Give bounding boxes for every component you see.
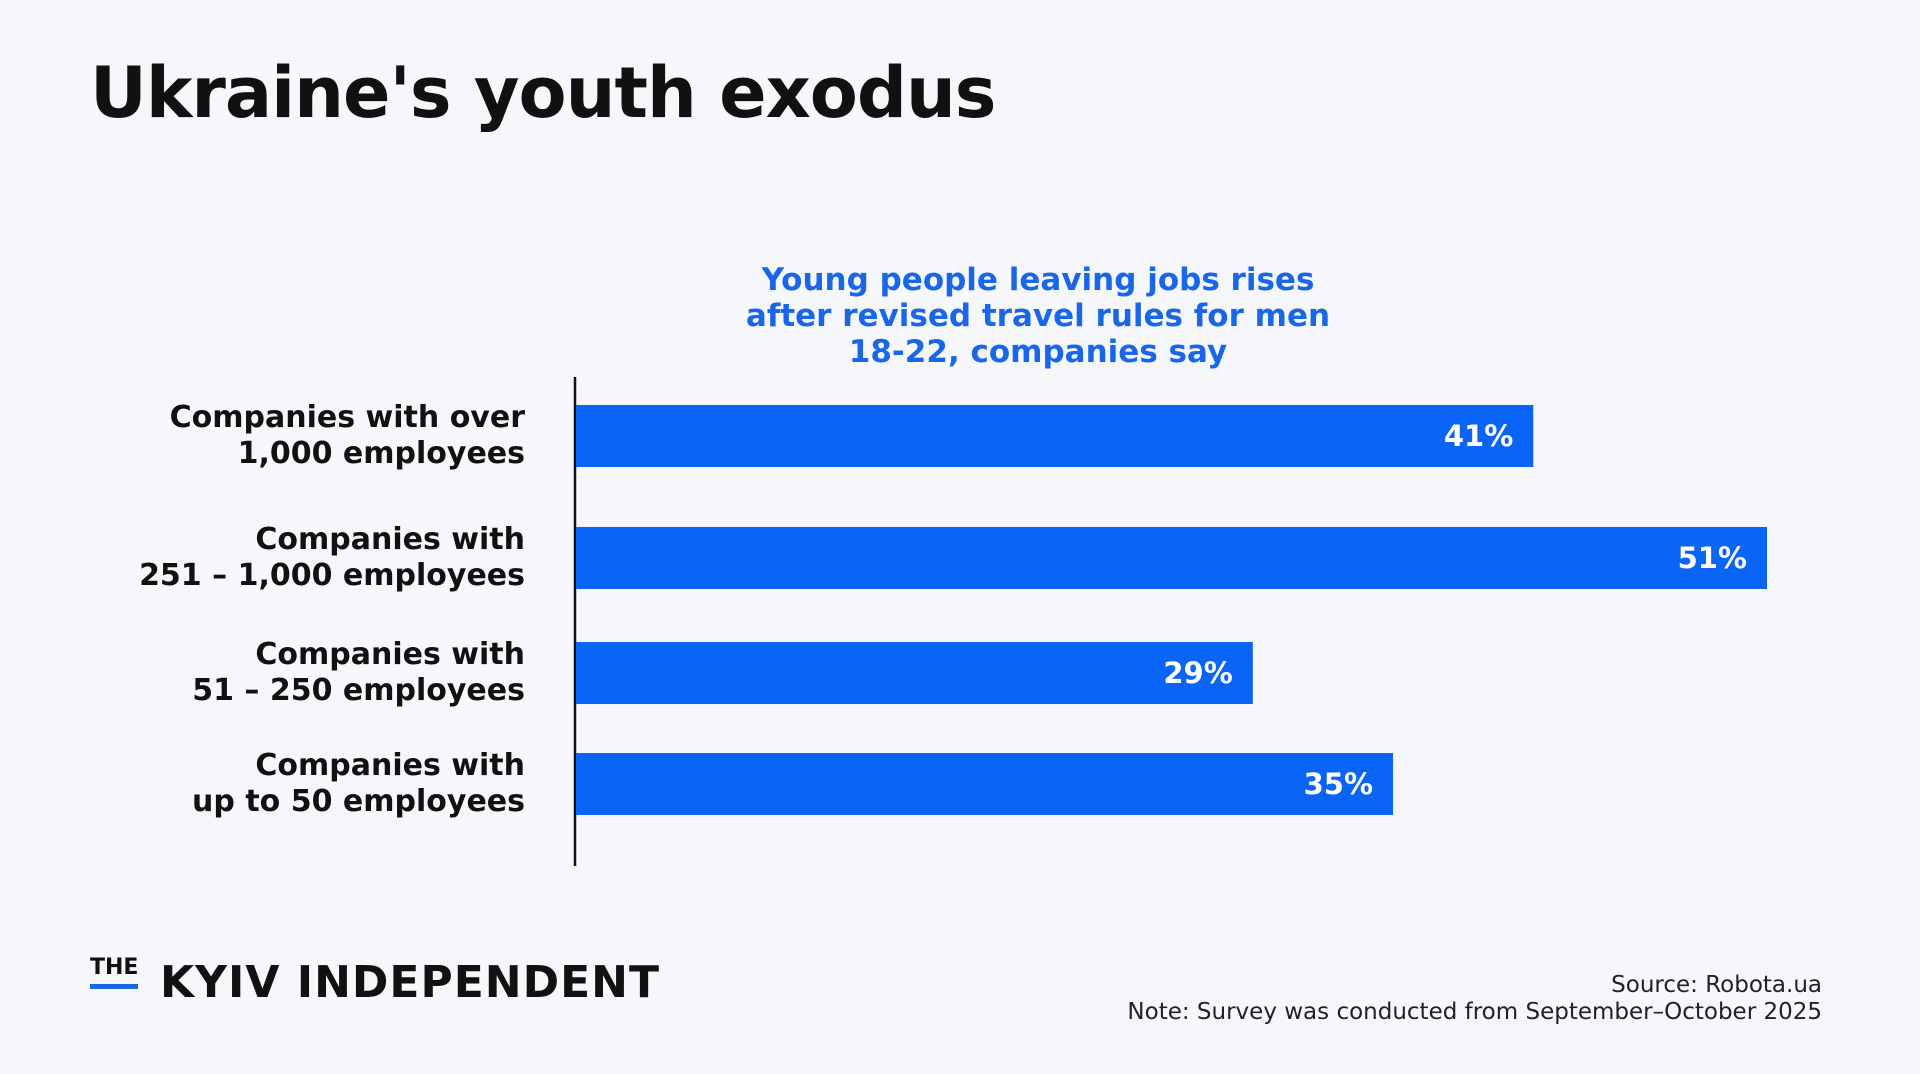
bar: [576, 527, 1767, 589]
bar: [576, 753, 1394, 815]
value-label: 35%: [1304, 767, 1373, 801]
page-title: Ukraine's youth exodus: [90, 52, 996, 134]
chart-subtitle: Young people leaving jobs rises after re…: [745, 262, 1331, 370]
logo-prefix: THE: [90, 955, 139, 989]
value-label: 29%: [1163, 656, 1232, 690]
note: Note: Survey was conducted from Septembe…: [1127, 999, 1822, 1025]
value-label: 51%: [1678, 541, 1747, 575]
source: Source: Robota.ua: [1611, 972, 1822, 998]
category-label: Companies with over 1,000 employees: [169, 400, 525, 471]
bar: [576, 405, 1534, 467]
footnotes: Source: Robota.ua Note: Survey was condu…: [1127, 972, 1822, 1026]
logo-name: KYIV INDEPENDENT: [160, 957, 661, 1008]
value-label: 41%: [1444, 419, 1513, 453]
category-label: Companies with 51 – 250 employees: [192, 637, 525, 708]
category-label: Companies with up to 50 employees: [192, 748, 525, 819]
category-label: Companies with 251 – 1,000 employees: [139, 522, 525, 593]
bar: [576, 642, 1253, 704]
